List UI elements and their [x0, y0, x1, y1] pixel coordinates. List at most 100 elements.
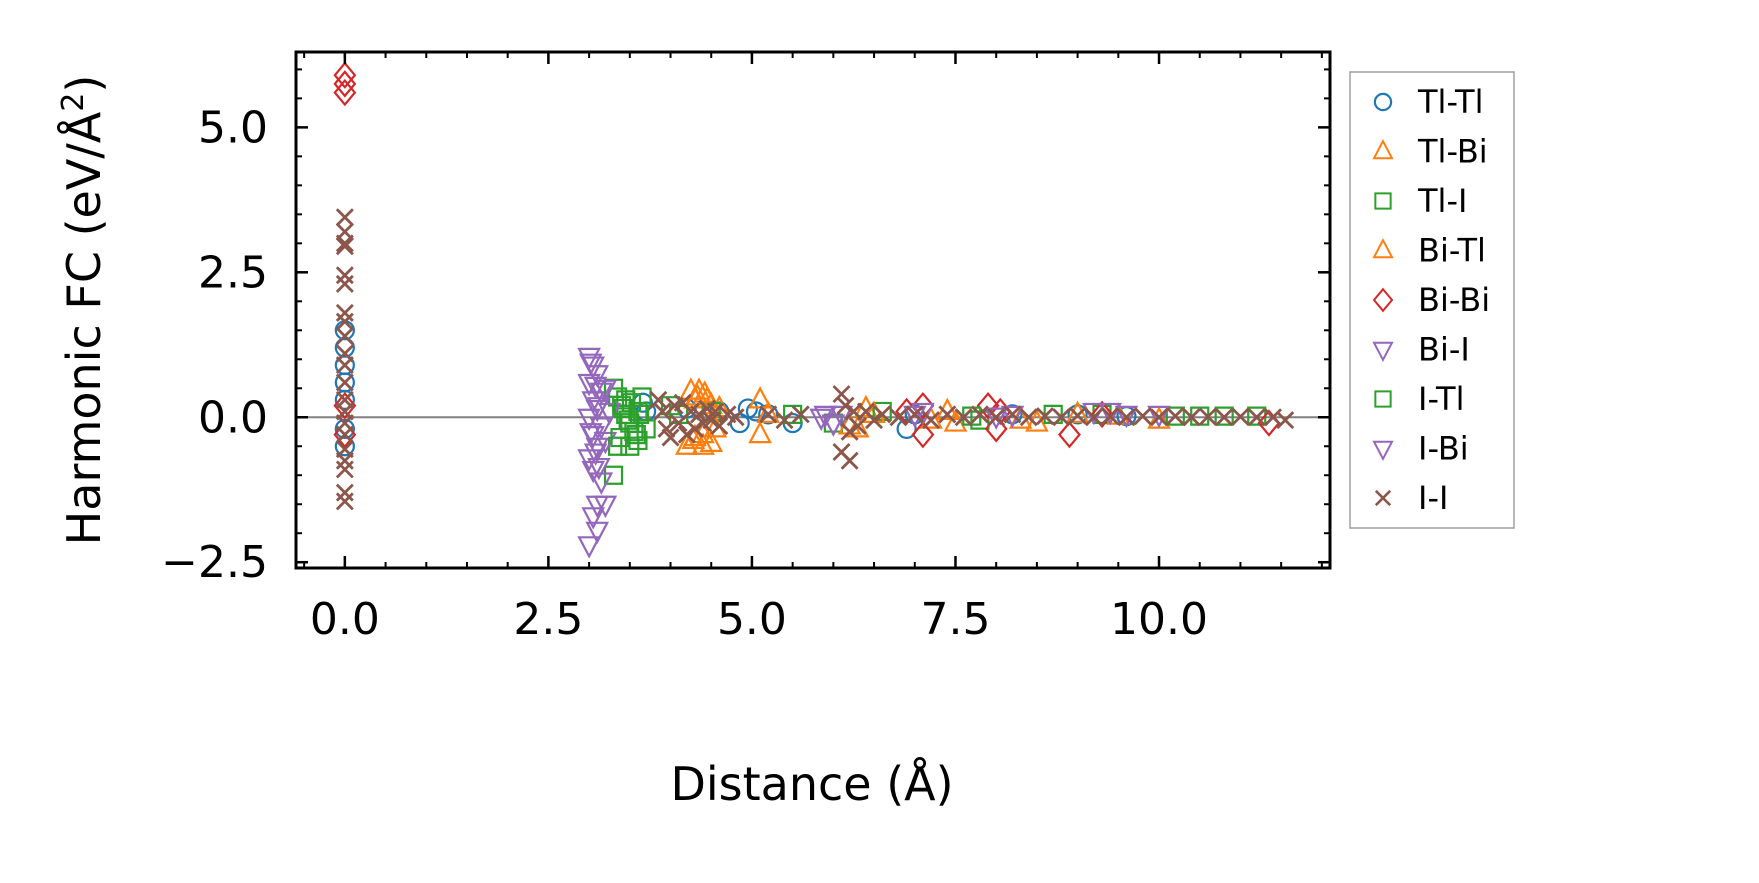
data-point	[911, 402, 935, 426]
data-point	[577, 536, 601, 559]
legend: Tl-Tl Tl-Bi Tl-I Bi-Tl Bi-Bi Bi-I I-Tl I-Bi I-I	[1349, 71, 1515, 529]
data-point	[848, 416, 867, 435]
data-point	[1084, 408, 1103, 427]
data-point	[905, 405, 924, 424]
data-point	[691, 432, 715, 455]
x-tick-label: 0.0	[310, 594, 380, 645]
data-point	[334, 436, 355, 457]
data-point	[335, 425, 354, 444]
data-point	[661, 428, 680, 447]
legend-label: Tl-Tl	[1417, 83, 1483, 121]
data-point	[677, 425, 696, 444]
y-tick-label: 2.5	[198, 247, 268, 298]
data-point	[335, 327, 354, 346]
data-point	[692, 380, 717, 403]
x-tick-label: 2.5	[513, 594, 583, 645]
data-point	[626, 425, 646, 445]
data-point	[1114, 405, 1139, 429]
data-point	[1150, 408, 1169, 427]
data-point	[653, 402, 672, 421]
legend-entry: Tl-Bi	[1372, 133, 1488, 171]
data-point	[840, 422, 859, 441]
data-point	[335, 234, 354, 253]
legend-marker	[1372, 287, 1394, 313]
legend-label: Tl-Bi	[1417, 133, 1488, 171]
data-point	[685, 419, 704, 438]
plot-frame	[294, 50, 1332, 570]
data-point	[333, 78, 357, 107]
legend-marker	[1373, 92, 1393, 112]
data-point	[783, 404, 803, 424]
legend-marker	[1374, 192, 1392, 210]
data-point	[335, 208, 354, 227]
y-tick-label: −2.5	[161, 537, 268, 588]
data-point	[1133, 407, 1152, 426]
data-point	[583, 443, 608, 466]
data-point	[865, 411, 884, 430]
data-point	[334, 389, 355, 410]
data-point	[593, 431, 618, 455]
legend-marker	[1374, 390, 1392, 408]
data-point	[593, 495, 618, 519]
data-point	[603, 465, 624, 485]
data-point	[809, 408, 833, 432]
legend-box	[1349, 71, 1515, 529]
legend-entry: Tl-Tl	[1373, 83, 1483, 121]
legend-label: Bi-Tl	[1418, 232, 1486, 270]
data-point	[1117, 408, 1136, 427]
data-point	[581, 460, 605, 484]
data-point	[335, 312, 354, 331]
data-point	[873, 405, 892, 424]
data-point	[620, 436, 640, 456]
data-point	[335, 237, 354, 256]
data-point	[987, 408, 1006, 427]
data-point	[581, 507, 605, 530]
data-point	[1036, 407, 1055, 426]
data-point	[889, 408, 908, 427]
x-tick-label: 5.0	[717, 594, 787, 645]
data-point	[587, 457, 611, 481]
data-point	[1000, 405, 1025, 429]
legend-entry: I-I	[1374, 479, 1448, 517]
y-axis-label-main: Harmonic FC (eV/Å	[57, 111, 111, 545]
legend-entry: Bi-I	[1372, 331, 1470, 369]
data-point	[1215, 408, 1234, 427]
y-axis-label-close: )	[57, 75, 111, 93]
data-point	[629, 404, 650, 424]
data-point	[737, 398, 758, 419]
data-point	[1068, 406, 1087, 425]
data-point	[335, 356, 354, 375]
data-point	[621, 393, 642, 413]
data-point	[1198, 407, 1217, 426]
data-point	[1276, 411, 1295, 430]
legend-entry: Tl-I	[1374, 182, 1467, 220]
data-point	[911, 391, 935, 420]
data-point	[649, 390, 668, 409]
data-point	[829, 405, 854, 429]
data-point	[1166, 407, 1185, 426]
data-point	[1052, 408, 1071, 427]
data-point	[1003, 405, 1022, 424]
y-tick-label: 5.0	[198, 102, 268, 153]
data-point	[1098, 402, 1122, 426]
data-point	[922, 411, 941, 430]
data-point	[702, 411, 721, 430]
legend-entry: I-Tl	[1374, 380, 1464, 418]
series-i-bi	[578, 353, 1171, 545]
y-axis-label-superscript: 2	[56, 93, 91, 112]
legend-marker	[1372, 440, 1394, 461]
data-point	[970, 405, 989, 424]
data-point	[1067, 404, 1088, 425]
data-point	[840, 451, 859, 470]
legend-label: Tl-I	[1417, 182, 1467, 220]
legend-label: Bi-Bi	[1418, 281, 1490, 319]
data-point	[578, 353, 603, 377]
data-point	[335, 460, 354, 479]
y-tick-label: 0.0	[198, 392, 268, 443]
data-point	[756, 400, 781, 423]
x-tick-label: 10.0	[1110, 594, 1208, 645]
data-point	[872, 401, 892, 422]
data-point	[674, 432, 699, 455]
data-point	[775, 411, 794, 430]
legend-label: I-Tl	[1418, 380, 1464, 418]
